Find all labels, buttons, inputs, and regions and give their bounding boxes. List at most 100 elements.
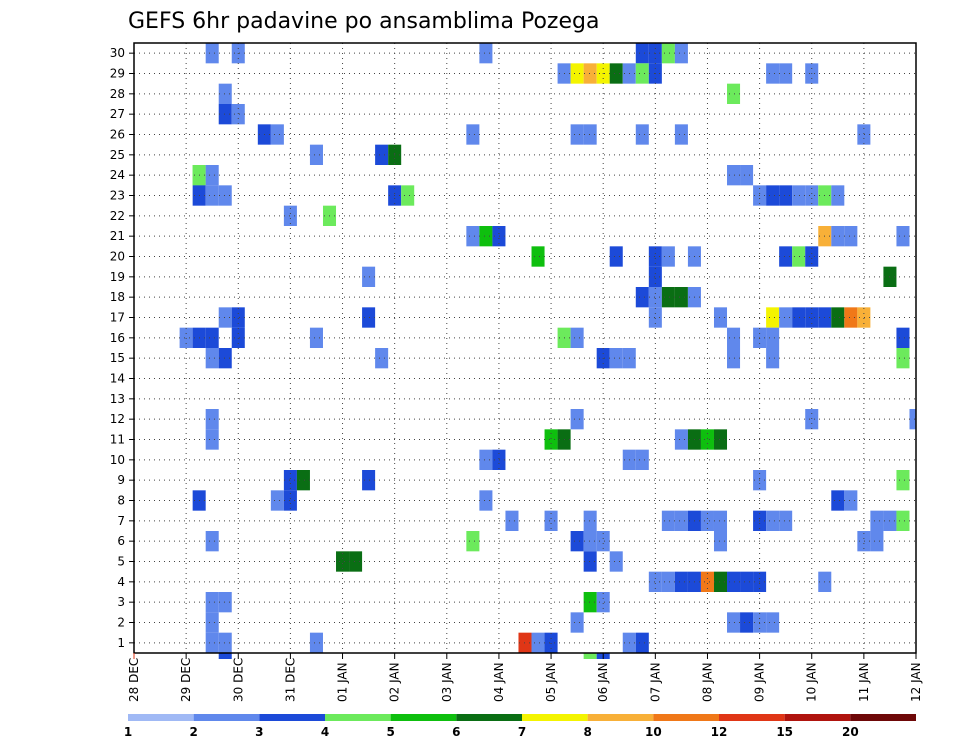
precip-cell (635, 632, 649, 653)
y-tick-label: 30 (110, 46, 125, 60)
y-tick-label: 29 (110, 67, 125, 81)
precip-cell (779, 63, 793, 84)
precip-cell (583, 531, 597, 552)
x-tick-label: 09 JAN (753, 662, 767, 702)
precip-cell (635, 287, 649, 308)
colorbar-swatch (128, 714, 194, 721)
precip-cell (896, 470, 910, 491)
precip-cell (792, 185, 806, 206)
x-tick-label: 30 DEC (231, 658, 245, 702)
precip-cell (492, 226, 506, 247)
precip-cell (779, 246, 793, 267)
colorbar-label: 15 (776, 725, 793, 739)
colorbar-swatch (784, 714, 851, 721)
precip-cell (544, 510, 558, 531)
precip-cell (270, 124, 284, 145)
colorbar-swatch (719, 714, 785, 721)
colorbar: 1 2 3 4 5 6 7 8 10 12 15 20 (124, 714, 916, 739)
precip-cell (205, 43, 219, 64)
precip-cell (362, 470, 376, 491)
precip-cell (831, 226, 845, 247)
precip-cell (648, 571, 662, 592)
precip-cell (531, 632, 545, 653)
colorbar-label: 20 (842, 725, 859, 739)
y-tick-label: 24 (110, 168, 125, 182)
x-tick-label: 07 JAN (648, 662, 662, 702)
precip-cell (283, 490, 297, 511)
precip-cell (700, 510, 714, 531)
x-tick-label: 11 JAN (857, 662, 871, 702)
y-tick-label: 18 (110, 290, 125, 304)
y-tick-label: 23 (110, 189, 125, 203)
y-tick-label: 28 (110, 87, 125, 101)
precip-cell (362, 307, 376, 328)
precip-cell (674, 571, 688, 592)
y-tick-label: 20 (110, 250, 125, 264)
precip-cell (375, 144, 389, 165)
colorbar-label: 12 (711, 725, 728, 739)
precip-cell (648, 266, 662, 287)
precip-cell (857, 531, 871, 552)
precip-cell (205, 185, 219, 206)
precip-cell (674, 43, 688, 64)
precip-cell (779, 185, 793, 206)
precip-cell (857, 307, 871, 328)
precip-cell (283, 470, 297, 491)
precip-cell (713, 571, 728, 592)
x-tick-label: 04 JAN (492, 662, 506, 702)
precip-cell (740, 571, 754, 592)
precip-cell (309, 144, 323, 165)
y-tick-label: 1 (117, 636, 125, 650)
precip-cell (375, 348, 389, 369)
precip-cell (596, 531, 610, 552)
plot-frame (133, 42, 917, 654)
precip-cell (505, 510, 519, 531)
precip-cell (309, 632, 323, 653)
precip-cell (479, 449, 493, 470)
precip-cell (205, 327, 219, 348)
precip-cell (909, 409, 916, 430)
y-tick-label: 12 (110, 412, 125, 426)
chart-axes: 1234567891011121314151617181920212223242… (110, 42, 923, 702)
precip-cell (661, 43, 675, 64)
precip-cell (727, 327, 741, 348)
precip-cell (583, 124, 597, 145)
precip-cell (466, 124, 480, 145)
precip-cell (570, 612, 584, 633)
precip-cell (583, 63, 597, 84)
precip-cell (779, 307, 793, 328)
precip-cell (896, 226, 910, 247)
precip-cell (283, 205, 297, 226)
precip-cell (727, 612, 741, 633)
y-tick-label: 21 (110, 229, 125, 243)
y-tick-label: 25 (110, 148, 125, 162)
precip-cell (270, 490, 284, 511)
precip-cell (674, 287, 688, 308)
precip-cell (661, 571, 675, 592)
precip-cell (231, 327, 245, 348)
precip-cell (231, 104, 245, 125)
precip-cell (583, 510, 597, 531)
precip-cell (896, 510, 910, 531)
y-tick-label: 10 (110, 453, 125, 467)
x-tick-label: 29 DEC (179, 658, 193, 702)
precip-cell (309, 327, 323, 348)
y-tick-label: 4 (117, 575, 125, 589)
precip-cell (766, 348, 780, 369)
precip-cell (661, 287, 675, 308)
precip-cell (583, 551, 597, 572)
x-tick-label: 01 JAN (336, 662, 350, 702)
precip-cell (570, 327, 584, 348)
colorbar-label: 10 (645, 725, 662, 739)
precip-cell (492, 449, 506, 470)
colorbar-swatch (390, 714, 457, 721)
precip-cell (674, 429, 688, 450)
precip-cell (792, 307, 806, 328)
precip-cell (570, 409, 584, 430)
precip-cell (713, 307, 728, 328)
precip-cell (896, 348, 910, 369)
precip-cell (544, 632, 558, 653)
precip-cell (609, 63, 623, 84)
precip-cell (635, 43, 649, 64)
precip-cell (727, 165, 741, 186)
